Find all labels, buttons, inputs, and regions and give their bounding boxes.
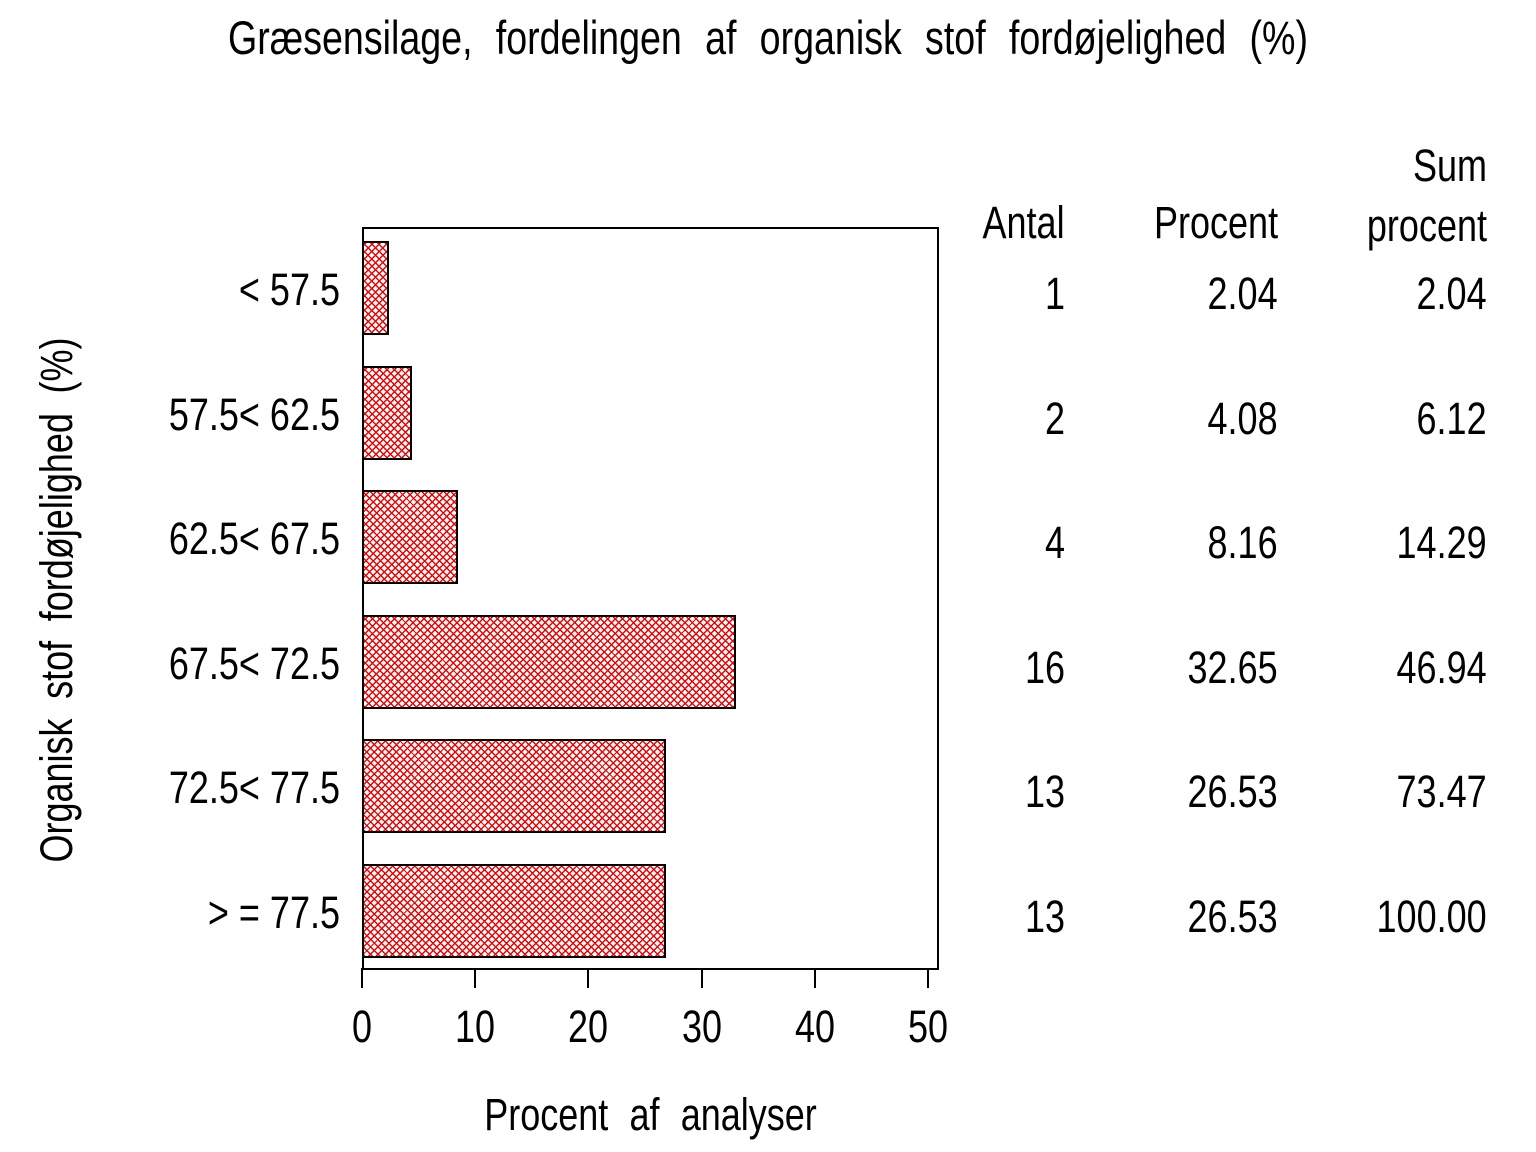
- x-tick-mark: [474, 968, 476, 988]
- bar-62.5< 67.5: [362, 490, 458, 584]
- x-tick-mark: [701, 968, 703, 988]
- table-cell-antal: 1: [1044, 268, 1065, 319]
- x-axis-title: Procent af analyser: [484, 1089, 817, 1140]
- category-label: > = 77.5: [207, 887, 340, 938]
- table-cell-antal: 16: [1024, 642, 1065, 693]
- table-cell-antal: 4: [1044, 517, 1065, 568]
- x-tick-label: 50: [907, 1001, 949, 1052]
- table-cell-antal: 13: [1024, 891, 1065, 942]
- x-tick-label: 30: [681, 1001, 723, 1052]
- table-cell-antal: 2: [1044, 393, 1065, 444]
- category-label: 57.5< 62.5: [168, 389, 340, 440]
- table-cell-procent: 8.16: [1207, 517, 1278, 568]
- x-tick-mark: [927, 968, 929, 988]
- table-header-sum-procent: Sum procent: [1366, 140, 1487, 251]
- bar-< 57.5: [362, 241, 389, 335]
- table-cell-sum-procent: 46.94: [1396, 642, 1487, 693]
- table-cell-procent: 32.65: [1187, 642, 1278, 693]
- table-header-procent: Procent: [1153, 197, 1278, 248]
- chart-title: Græsensilage, fordelingen af organisk st…: [228, 11, 1308, 64]
- category-label: 72.5< 77.5: [168, 762, 340, 813]
- category-label: 62.5< 67.5: [168, 513, 340, 564]
- table-header-antal: Antal: [982, 197, 1065, 248]
- category-label: 67.5< 72.5: [168, 638, 340, 689]
- x-tick-mark: [814, 968, 816, 988]
- table-cell-procent: 4.08: [1207, 393, 1278, 444]
- x-tick-label: 0: [351, 1001, 373, 1052]
- table-cell-sum-procent: 6.12: [1416, 393, 1487, 444]
- bar-> = 77.5: [362, 864, 666, 958]
- x-tick-mark: [361, 968, 363, 988]
- x-tick-label: 20: [567, 1001, 609, 1052]
- bar-57.5< 62.5: [362, 366, 412, 460]
- x-tick-label: 10: [454, 1001, 496, 1052]
- table-cell-sum-procent: 2.04: [1416, 268, 1487, 319]
- table-cell-procent: 26.53: [1187, 891, 1278, 942]
- table-cell-antal: 13: [1024, 766, 1065, 817]
- table-cell-sum-procent: 100.00: [1376, 891, 1487, 942]
- bar-67.5< 72.5: [362, 615, 736, 709]
- x-tick-mark: [587, 968, 589, 988]
- table-cell-sum-procent: 73.47: [1396, 766, 1487, 817]
- table-cell-sum-procent: 14.29: [1396, 517, 1487, 568]
- plot-area: [362, 227, 939, 970]
- x-tick-label: 40: [794, 1001, 836, 1052]
- table-cell-procent: 2.04: [1207, 268, 1278, 319]
- bar-72.5< 77.5: [362, 739, 666, 833]
- category-label: < 57.5: [238, 264, 340, 315]
- table-cell-procent: 26.53: [1187, 766, 1278, 817]
